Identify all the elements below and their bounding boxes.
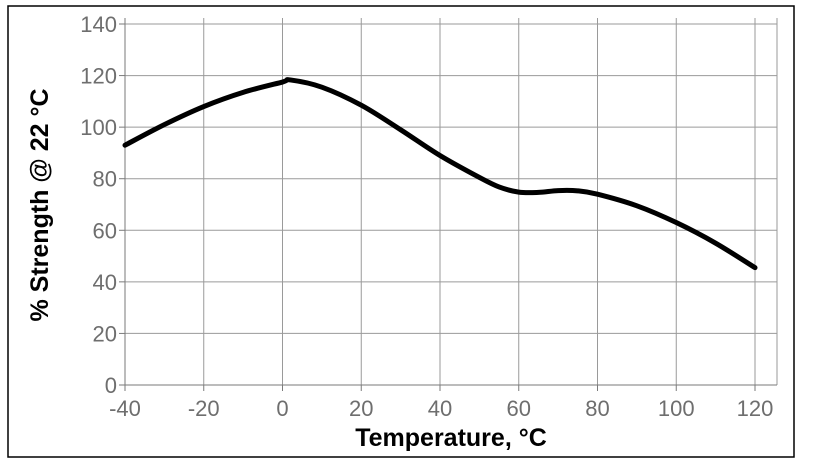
x-tick-label: -40 <box>109 396 141 421</box>
y-tick-label: 120 <box>80 64 117 89</box>
y-tick-labels: 0 20 40 60 80 100 120 140 <box>80 12 117 398</box>
y-tick-label: 100 <box>80 115 117 140</box>
y-tick-label: 60 <box>93 218 117 243</box>
y-tick-label: 20 <box>93 321 117 346</box>
x-tick-label: 20 <box>349 396 373 421</box>
x-tick-label: 40 <box>428 396 452 421</box>
x-tick-label: 0 <box>276 396 288 421</box>
x-tick-labels: -40 -20 0 20 40 60 80 100 120 <box>109 396 773 421</box>
x-axis-title: Temperature, °C <box>355 424 547 452</box>
x-tick-label: 80 <box>585 396 609 421</box>
grid-lines <box>124 18 778 386</box>
axis-ticks <box>119 18 777 391</box>
y-tick-label: 140 <box>80 12 117 37</box>
chart-frame <box>7 5 795 458</box>
x-tick-label: 100 <box>658 396 695 421</box>
x-tick-label: 60 <box>507 396 531 421</box>
y-tick-label: 0 <box>105 373 117 398</box>
x-tick-label: -20 <box>188 396 220 421</box>
y-tick-label: 80 <box>93 167 117 192</box>
series-line <box>122 77 758 271</box>
x-tick-label: 120 <box>737 396 774 421</box>
y-axis-title: % Strength @ 22 °C <box>26 88 54 321</box>
y-tick-label: 40 <box>93 270 117 295</box>
series-group <box>122 77 758 271</box>
